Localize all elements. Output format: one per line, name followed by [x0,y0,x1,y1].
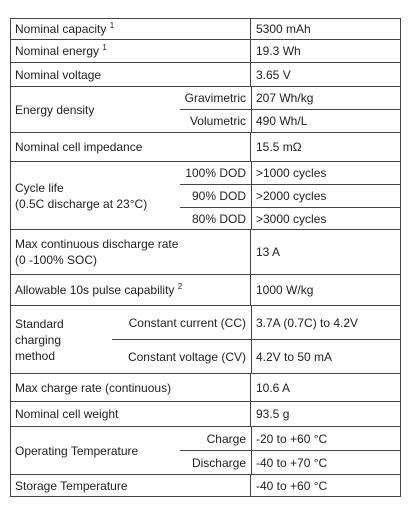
label-text: Max continuous discharge rate [15,237,179,251]
value: >3000 cycles [251,208,401,230]
label-line: Max charge rate (continuous) [15,380,245,396]
value: -20 to +60 °C [251,427,401,451]
label-text: method [15,348,56,363]
label-text: Energy density [15,102,95,117]
row-label: Nominal energy 1 [10,40,251,63]
label-text: Storage Temperature [15,478,128,493]
label-text: Nominal capacity [15,21,107,36]
sub-label: Constant voltage (CV) [112,340,252,374]
label-line: (0.5C discharge at 23°C) [15,196,175,212]
row-label: Storage Temperature [10,475,251,497]
row-label: Energy density [10,87,180,133]
label-text: Nominal voltage [15,67,102,82]
label-text: (0.5C discharge at 23°C) [15,196,148,211]
sub-label: Volumetric [180,110,252,133]
label-text: Nominal cell weight [15,407,119,421]
value: -40 to +60 °C [251,475,401,497]
label-text: Standard [15,316,64,331]
label-text: Cycle life [15,180,64,195]
label-line: Operating Temperature [15,443,175,459]
label-line: Allowable 10s pulse capability 2 [15,282,245,298]
value: 15.5 mΩ [251,133,401,162]
row-label: Nominal cell impedance [10,133,251,162]
value: 13 A [251,230,401,275]
footnote-mark: 1 [109,20,115,30]
label-line: charging [15,332,107,348]
sub-label: 100% DOD [180,162,252,185]
row-label: Nominal voltage [10,63,251,87]
label-line: Nominal voltage [15,67,245,83]
sub-label: Gravimetric [180,87,252,110]
value: 19.3 Wh [251,40,401,63]
value: >1000 cycles [251,162,401,185]
row-label: Nominal cell weight [10,402,251,427]
sub-label: 90% DOD [180,185,252,208]
row-label: Allowable 10s pulse capability 2 [10,275,251,306]
sub-label: Constant current (CC) [112,306,252,340]
sub-label: Discharge [180,451,252,475]
label-line: Max continuous discharge rate [15,236,245,252]
value: 93.5 g [251,402,401,427]
value: 4.2V to 50 mA [251,340,401,374]
label-line: Cycle life [15,180,175,196]
value: 10.6 A [251,374,401,402]
value: 490 Wh/L [251,110,401,133]
value: 3.7A (0.7C) to 4.2V [251,306,401,340]
value: 5300 mAh [251,18,401,40]
label-text: Max charge rate (continuous) [15,380,172,395]
label-text: charging [15,332,62,347]
value: 207 Wh/kg [251,87,401,110]
value: >2000 cycles [251,185,401,208]
row-label: Operating Temperature [10,427,180,475]
sub-label: Charge [180,427,252,451]
footnote-mark: 2 [177,282,183,291]
value: 1000 W/kg [251,275,401,306]
row-label: Nominal capacity 1 [10,18,251,40]
row-label: Standard charging method [10,306,112,374]
label-text: Allowable 10s pulse capability [15,283,175,297]
sub-label: 80% DOD [180,208,252,230]
label-text: Operating Temperature [15,443,139,458]
row-label: Max charge rate (continuous) [10,374,251,402]
label-line: Energy density [15,102,175,118]
label-line: Storage Temperature [15,478,245,494]
label-line: Nominal energy 1 [15,43,245,59]
value: 3.65 V [251,63,401,87]
label-line: Nominal cell impedance [15,139,245,155]
label-line: (0 -100% SOC) [15,252,245,268]
spec-table [10,18,401,497]
label-text: Nominal cell impedance [15,140,143,154]
footnote-mark: 1 [102,43,107,52]
label-line: Standard [15,316,107,332]
label-line: Nominal cell weight [15,406,245,422]
row-label: Cycle life (0.5C discharge at 23°C) [10,162,180,230]
value: -40 to +70 °C [251,451,401,475]
label-line: method [15,348,107,364]
label-text: Nominal energy [15,44,100,58]
label-line: Nominal capacity 1 [15,21,245,37]
row-label: Max continuous discharge rate (0 -100% SO… [10,230,251,275]
label-text: (0 -100% SOC) [15,253,98,267]
